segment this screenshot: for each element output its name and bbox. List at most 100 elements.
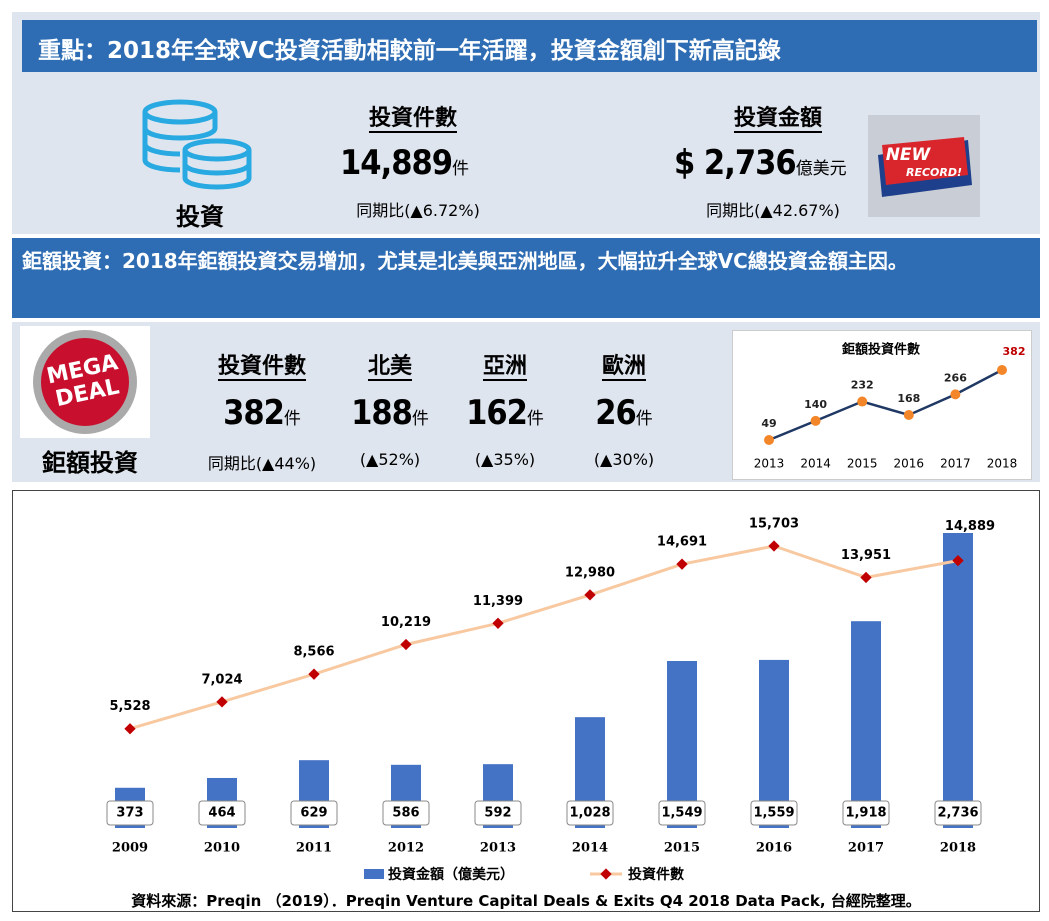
- data-label: 14,889: [945, 519, 995, 534]
- badge-text: NEW: [886, 145, 932, 165]
- small-chart-box: [732, 330, 1032, 480]
- unit: 件: [526, 409, 544, 429]
- value: 382: [223, 393, 285, 433]
- label-box: [106, 800, 154, 826]
- icon-label: 投資: [176, 203, 224, 231]
- x-tick-label: 2012: [388, 841, 424, 856]
- mega-title: 鉅額投資：2018年鉅額投資交易增加，尤其是北美與亞洲地區，大幅拉升全球VC總投…: [12, 238, 1040, 318]
- marker: [950, 389, 961, 400]
- legend-swatch: [600, 868, 612, 880]
- marker: [768, 540, 780, 552]
- data-label: 1,918: [845, 806, 886, 821]
- coins-icon: [142, 99, 252, 190]
- amount-label: 投資金額: [733, 106, 822, 131]
- x-tick-label: 2010: [204, 841, 240, 856]
- data-label: 586: [392, 806, 419, 821]
- x-tick-label: 2014: [572, 841, 608, 856]
- value: 26: [595, 393, 637, 433]
- x-tick-label: 2009: [112, 841, 148, 856]
- marker: [860, 571, 872, 584]
- data-label: 382: [1003, 345, 1026, 358]
- unit: 億美元: [795, 159, 847, 179]
- value: 162: [466, 393, 528, 433]
- unit: 件: [635, 409, 653, 429]
- label-box: [566, 800, 614, 826]
- x-tick-label: 2011: [296, 841, 332, 856]
- x-tick-label: 2016: [894, 457, 925, 471]
- column-value: 382件: [192, 393, 332, 433]
- column-yoy: 同期比(▲44%): [207, 454, 317, 473]
- unit: 件: [452, 159, 470, 179]
- data-label: 232: [851, 379, 874, 392]
- label-box: [382, 800, 430, 826]
- data-label: 11,399: [473, 594, 523, 609]
- data-label: 629: [300, 806, 327, 821]
- x-tick-label: 2016: [756, 841, 792, 856]
- x-tick-label: 2017: [848, 841, 884, 856]
- label-box: [198, 800, 246, 826]
- x-tick-label: 2018: [940, 841, 976, 856]
- bar: [943, 533, 973, 828]
- column-label: 亞洲: [482, 354, 527, 379]
- data-label: 592: [484, 806, 511, 821]
- data-label: 2,736: [937, 806, 978, 821]
- marker: [400, 638, 412, 651]
- value: 188: [351, 393, 413, 433]
- data-label: 7,024: [201, 672, 242, 687]
- column-yoy: (▲30%): [593, 450, 655, 469]
- value: 14,889: [340, 143, 453, 183]
- column-yoy: (▲52%): [359, 450, 421, 469]
- data-label: 1,028: [569, 806, 610, 821]
- header-title: 重點：2018年全球VC投資活動相較前一年活躍，投資金額創下新高記錄: [22, 20, 1037, 72]
- label-box: [474, 800, 522, 826]
- data-label: 49: [761, 417, 776, 430]
- column-value: 162件: [435, 393, 575, 433]
- marker: [857, 396, 868, 407]
- column-value: 26件: [554, 393, 694, 433]
- column-label: 歐洲: [601, 354, 646, 379]
- deals-label: 投資件數: [368, 106, 457, 131]
- legend-swatch: [364, 869, 384, 879]
- line: [129, 544, 959, 731]
- data-label: 373: [116, 806, 143, 821]
- column-label: 北美: [367, 354, 412, 379]
- legend-label: 投資金額（億美元）: [388, 866, 514, 883]
- x-tick-label: 2015: [847, 457, 878, 471]
- deals-yoy: 同期比(▲6.72%): [356, 201, 480, 220]
- legend-label: 投資件數: [628, 866, 684, 883]
- marker: [764, 435, 774, 445]
- unit: 件: [283, 409, 301, 429]
- label-box: [750, 800, 798, 826]
- main-chart-box: [12, 490, 1040, 912]
- bar: [851, 621, 881, 828]
- data-label: 266: [944, 371, 967, 384]
- line: [768, 368, 1003, 442]
- label-box: [842, 800, 890, 826]
- marker: [997, 365, 1007, 375]
- data-label: 1,559: [753, 806, 794, 821]
- marker: [584, 589, 596, 601]
- icon-label: 鉅額投資: [42, 449, 138, 477]
- marker: [903, 409, 914, 420]
- amount-value: $ 2,736億美元: [674, 143, 874, 183]
- mega-deal-badge: MEGA DEAL: [20, 326, 150, 438]
- data-label: 12,980: [565, 565, 615, 580]
- main-chart: 373 464 629 586 592 1,028 1,549 1,559 1,918 2,736…: [106, 517, 995, 883]
- data-label: 464: [208, 806, 235, 821]
- column-yoy: (▲35%): [474, 450, 536, 469]
- bar: [759, 659, 789, 828]
- value: $ 2,736: [674, 143, 797, 183]
- data-label: 10,219: [381, 615, 431, 630]
- x-tick-label: 2015: [664, 841, 700, 856]
- x-tick-label: 2013: [754, 457, 785, 471]
- marker: [124, 723, 136, 735]
- column-label: 投資件數: [217, 354, 306, 379]
- x-tick-label: 2017: [940, 457, 971, 471]
- small-chart: 鉅額投資件數 49 140 232 168 266 382 2013 2014 2015 2016 2…: [754, 342, 1026, 471]
- data-label: 8,566: [293, 645, 334, 660]
- bar: [667, 660, 697, 828]
- marker: [676, 558, 688, 570]
- label-box: [934, 800, 982, 826]
- x-tick-label: 2013: [480, 841, 516, 856]
